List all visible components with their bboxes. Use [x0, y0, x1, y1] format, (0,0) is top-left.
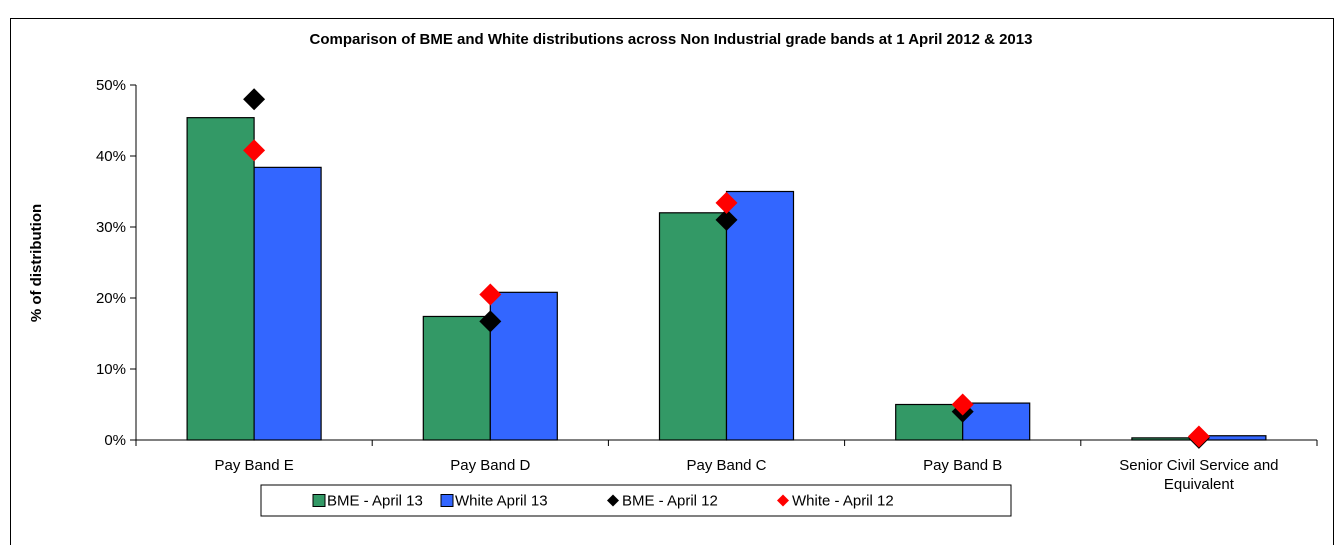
legend-label: White April 13: [455, 493, 548, 510]
chart-svg: Comparison of BME and White distribution…: [28, 31, 1318, 517]
legend-label: BME - April 13: [327, 493, 423, 510]
bar: [962, 402, 1031, 441]
marker-point: [715, 191, 738, 214]
y-tick-label: 30%: [96, 219, 126, 236]
bar: [422, 315, 491, 441]
legend-label: BME - April 12: [622, 493, 718, 510]
bar: [725, 190, 795, 441]
x-tick-label: Pay Band D: [450, 457, 530, 474]
y-tick-label: 10%: [96, 361, 126, 378]
legend: BME - April 13 White April 13 BME - April …: [260, 484, 1012, 517]
marker-point: [715, 208, 738, 231]
x-tick-label: Pay Band B: [923, 457, 1002, 474]
marker-point: [243, 139, 266, 162]
bar: [489, 291, 558, 441]
legend-swatch: [440, 494, 454, 507]
marker-point: [243, 88, 266, 111]
chart-frame: Comparison of BME and White distribution…: [10, 18, 1334, 545]
marker-point: [951, 393, 974, 416]
legend-label: White - April 12: [792, 493, 894, 510]
y-tick-label: 50%: [96, 77, 126, 94]
marker-point: [479, 310, 502, 333]
x-tick-label: Pay Band C: [686, 457, 766, 474]
marker-point: [479, 283, 502, 306]
marker-point: [1187, 425, 1210, 448]
legend-marker: [607, 494, 619, 507]
x-tick-label: Pay Band E: [214, 457, 293, 474]
y-tick-label: 20%: [96, 290, 126, 307]
bar: [253, 166, 322, 441]
plot-area: 0% 10% 20% 30% 40% 50% Pay Band E Pay Band D Pay…: [96, 77, 1318, 493]
chart-title: Comparison of BME and White distribution…: [310, 31, 1033, 48]
bar: [658, 212, 728, 441]
y-tick-label: 0%: [104, 432, 126, 449]
legend-marker: [777, 494, 789, 507]
y-axis-label: % of distribution: [28, 204, 45, 322]
legend-box: [260, 484, 1012, 517]
x-tick-label: Senior Civil Service and Equivalent: [1119, 457, 1278, 493]
y-tick-label: 40%: [96, 148, 126, 165]
legend-swatch: [312, 494, 326, 507]
bar: [895, 403, 964, 441]
bar: [186, 117, 255, 441]
